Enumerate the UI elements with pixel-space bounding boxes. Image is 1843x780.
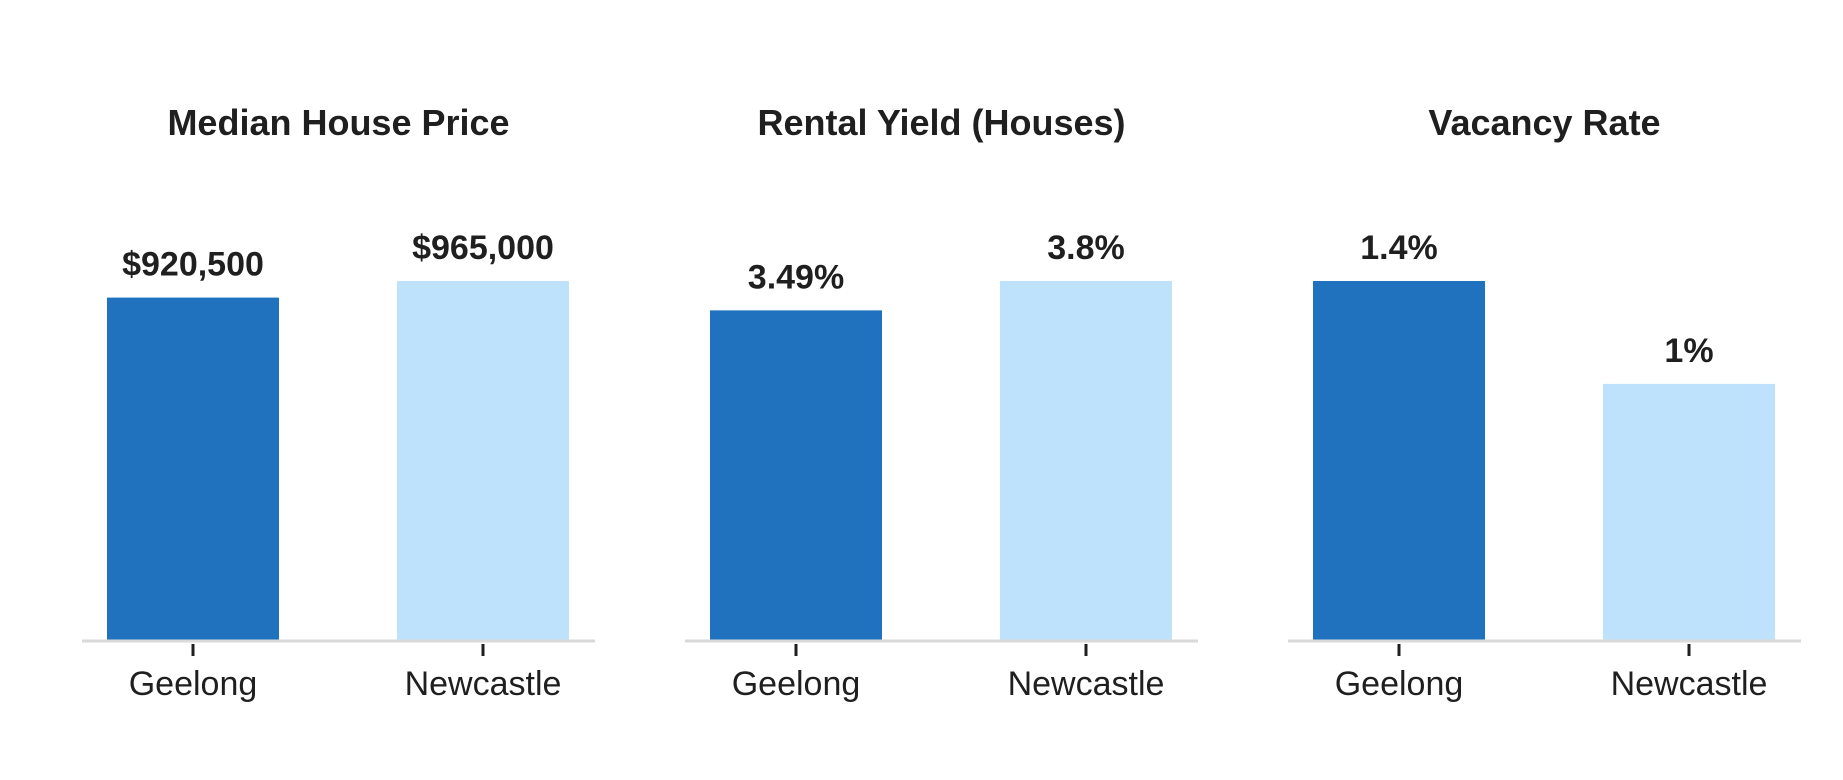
panel-1: Median House Price $920,500 Geelong $965,00… [82, 102, 595, 703]
x-tick-label: Geelong [129, 665, 258, 703]
bar-newcastle [1603, 383, 1775, 641]
x-tick-label: Newcastle [1611, 665, 1768, 703]
bar-geelong [710, 310, 882, 641]
data-label: 3.8% [1047, 229, 1125, 267]
x-tick-label: Geelong [732, 665, 861, 703]
bar-geelong [1313, 281, 1485, 641]
data-label: 1% [1664, 332, 1713, 370]
x-tick-label: Geelong [1335, 665, 1464, 703]
x-tick-label: Newcastle [1008, 665, 1165, 703]
panel-title: Vacancy Rate [1428, 102, 1660, 143]
bar-geelong [107, 297, 279, 641]
data-label: $920,500 [122, 246, 264, 284]
x-tick-label: Newcastle [405, 665, 562, 703]
bar-newcastle [397, 281, 569, 641]
panel-title: Rental Yield (Houses) [757, 102, 1125, 143]
bar-newcastle [1000, 281, 1172, 641]
panel-title: Median House Price [167, 102, 509, 143]
panel-3: Vacancy Rate 1.4% Geelong 1% Newcastle [1288, 102, 1801, 703]
data-label: $965,000 [412, 229, 554, 267]
data-label: 3.49% [748, 258, 844, 296]
panel-2: Rental Yield (Houses) 3.49% Geelong 3.8% New… [685, 102, 1198, 703]
data-label: 1.4% [1360, 229, 1438, 267]
